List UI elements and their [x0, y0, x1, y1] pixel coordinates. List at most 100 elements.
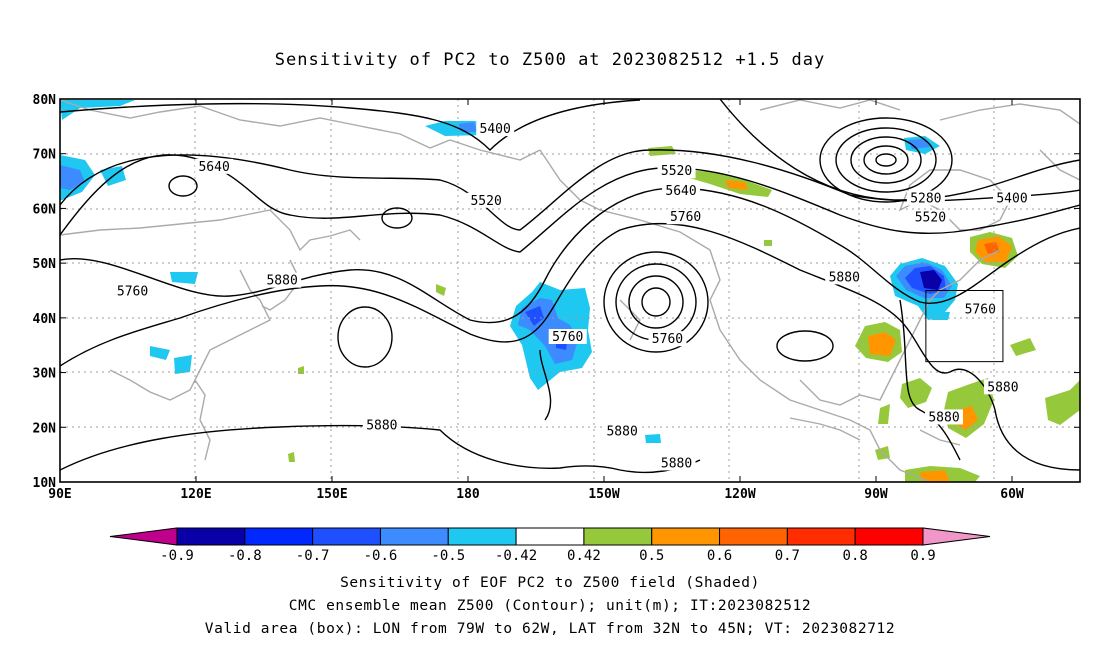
contour-label: 5400: [996, 192, 1027, 207]
contour-5880d: [899, 299, 961, 461]
contour-low: [863, 145, 909, 175]
colorbar-label: 0.5: [639, 548, 664, 564]
colorbar-box: [447, 527, 517, 546]
colorbar-label: 0.7: [775, 548, 800, 564]
contour-label: 5760: [652, 332, 683, 347]
colorbar-box: [244, 527, 314, 546]
plot-frame: [59, 98, 1081, 483]
contour-label-bg: [825, 269, 864, 285]
shade-positive: [900, 378, 932, 408]
colorbar: -0.9 -0.8 -0.7 -0.6 -0.5 -0.42 0.42 0.5 0.6 0.7 0.…: [109, 527, 991, 564]
colorbar-label: 0.8: [843, 548, 868, 564]
contour-closed: [337, 306, 393, 368]
shade-positive: [984, 242, 1000, 254]
shade-negative: [60, 165, 85, 190]
shade-positive: [764, 240, 772, 246]
contour-5280: [719, 99, 1080, 201]
shade-negative: [60, 100, 135, 120]
shade-negative: [150, 346, 170, 360]
contour-label: 5400: [480, 122, 511, 137]
x-tick-label: 150W: [588, 487, 619, 502]
contour-label: 5640: [665, 184, 696, 199]
colorbar-label: -0.8: [228, 548, 262, 564]
shade-negative: [645, 434, 661, 443]
shade-positive: [725, 180, 748, 190]
contour-label-bg: [925, 409, 963, 425]
x-tick-label: 120E: [180, 487, 211, 502]
contour-label: 5520: [661, 164, 692, 179]
y-tick-label: 20N: [33, 421, 57, 436]
colorbar-box: [651, 527, 721, 546]
colorbar-label: 0.42: [567, 548, 601, 564]
colorbar-label: -0.6: [364, 548, 398, 564]
contour-low: [603, 251, 709, 353]
valid-area-box: [925, 290, 1004, 363]
contour-label: 5520: [915, 211, 946, 226]
y-tick-label: 10N: [33, 476, 57, 491]
y-tick-label: 80N: [33, 93, 57, 108]
contour-5760: [60, 187, 1080, 324]
contour-5400: [60, 99, 641, 151]
contour-label-bg: [113, 283, 152, 299]
contour-label-bg: [666, 209, 705, 225]
contour-low: [819, 117, 953, 203]
colorbar-box: [176, 527, 246, 546]
contour-5880c: [539, 349, 552, 421]
contour-label: 5880: [266, 274, 297, 289]
contour-label-bg: [662, 182, 701, 198]
shade-positive: [436, 284, 446, 296]
contour-label: 5880: [366, 419, 397, 434]
x-tick-label: 90W: [864, 487, 888, 502]
shade-positive: [288, 452, 295, 462]
x-tick-label: 120W: [724, 487, 755, 502]
contour-label: 5520: [470, 194, 501, 209]
contour-label: 5880: [606, 425, 637, 440]
contour-label-bg: [983, 379, 1022, 395]
colorbar-label: -0.42: [495, 548, 537, 564]
contour-low: [835, 127, 937, 193]
y-tick-label: 60N: [33, 202, 57, 217]
contour-label-bg: [657, 455, 696, 471]
contour-label: 5760: [965, 303, 996, 318]
y-tick-label: 50N: [33, 257, 57, 272]
shade-positive: [878, 404, 890, 424]
contour-label-bg: [657, 163, 696, 179]
contour-low: [850, 136, 922, 184]
contour-label: 5880: [661, 456, 692, 471]
colorbar-box: [515, 527, 585, 546]
shade-positive: [298, 366, 304, 374]
contour-5880: [60, 222, 1080, 471]
shade-positive: [868, 332, 896, 356]
shade-negative: [174, 355, 192, 374]
contour-label: 5760: [552, 330, 583, 345]
colorbar-box: [583, 527, 653, 546]
chart-title: Sensitivity of PC2 to Z500 at 2023082512…: [274, 50, 826, 70]
contour-label: 5880: [987, 380, 1018, 395]
y-tick-label: 40N: [33, 312, 57, 327]
colorbar-label: -0.5: [431, 548, 465, 564]
contour-label-bg: [911, 209, 950, 225]
y-tick-label: 30N: [33, 367, 57, 382]
footer-line-1: Sensitivity of EOF PC2 to Z500 field (Sh…: [340, 575, 760, 591]
contour-label-bg: [993, 190, 1031, 206]
colorbar-box: [786, 527, 856, 546]
footer-line-3: Valid area (box): LON from 79W to 62W, L…: [204, 621, 896, 637]
shade-negative: [170, 272, 198, 284]
contour-label: 5880: [829, 270, 860, 285]
contour-label-bg: [961, 301, 1000, 317]
colorbar-label: -0.9: [160, 548, 194, 564]
x-tick-label: 60W: [1000, 487, 1024, 502]
contour-label: 5880: [928, 410, 959, 425]
shade-negative: [930, 312, 950, 320]
colorbar-arrow-high: [922, 527, 991, 546]
colorbar-label: -0.7: [296, 548, 330, 564]
colorbar-box: [312, 527, 381, 546]
shade-negative: [920, 270, 942, 290]
shade-negative: [458, 122, 478, 132]
contour-closed: [776, 330, 834, 362]
x-tick-label: 90E: [48, 487, 71, 502]
contour-label-bg: [476, 121, 515, 137]
contour-label: 5760: [117, 285, 148, 300]
shade-positive: [1010, 338, 1036, 356]
colorbar-box: [719, 527, 788, 546]
